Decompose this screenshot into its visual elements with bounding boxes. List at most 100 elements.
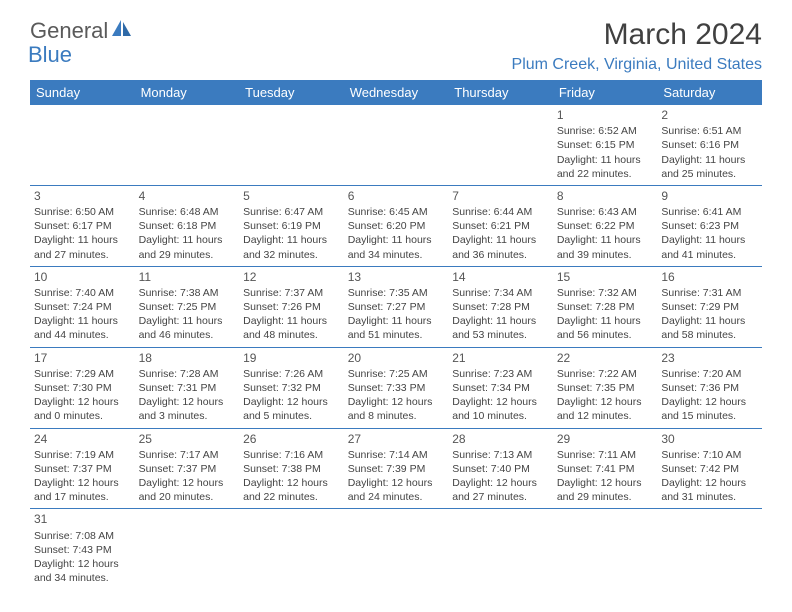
empty-cell [344, 509, 449, 589]
daylight-text: Daylight: 12 hours [34, 395, 131, 409]
day-number: 23 [661, 350, 758, 366]
sunset-text: Sunset: 7:36 PM [661, 381, 758, 395]
week-row: 24Sunrise: 7:19 AMSunset: 7:37 PMDayligh… [30, 428, 762, 509]
header-row: General March 2024 Plum Creek, Virginia,… [30, 18, 762, 74]
daylight-text: and 17 minutes. [34, 490, 131, 504]
day-cell: 1Sunrise: 6:52 AMSunset: 6:15 PMDaylight… [553, 105, 658, 185]
day-number: 29 [557, 431, 654, 447]
sunset-text: Sunset: 7:37 PM [34, 462, 131, 476]
day-number: 9 [661, 188, 758, 204]
sunrise-text: Sunrise: 7:25 AM [348, 367, 445, 381]
daylight-text: Daylight: 12 hours [243, 395, 340, 409]
sunrise-text: Sunrise: 6:52 AM [557, 124, 654, 138]
week-row: 1Sunrise: 6:52 AMSunset: 6:15 PMDaylight… [30, 105, 762, 185]
day-cell: 5Sunrise: 6:47 AMSunset: 6:19 PMDaylight… [239, 185, 344, 266]
month-title: March 2024 [512, 18, 762, 52]
daylight-text: and 56 minutes. [557, 328, 654, 342]
daylight-text: and 48 minutes. [243, 328, 340, 342]
daylight-text: and 39 minutes. [557, 248, 654, 262]
daylight-text: and 29 minutes. [557, 490, 654, 504]
sunrise-text: Sunrise: 7:13 AM [452, 448, 549, 462]
dayname-row: SundayMondayTuesdayWednesdayThursdayFrid… [30, 80, 762, 105]
sunrise-text: Sunrise: 6:45 AM [348, 205, 445, 219]
sunset-text: Sunset: 7:25 PM [139, 300, 236, 314]
daylight-text: Daylight: 11 hours [661, 314, 758, 328]
daylight-text: Daylight: 12 hours [34, 476, 131, 490]
sunset-text: Sunset: 7:39 PM [348, 462, 445, 476]
day-cell: 16Sunrise: 7:31 AMSunset: 7:29 PMDayligh… [657, 266, 762, 347]
daylight-text: and 3 minutes. [139, 409, 236, 423]
daylight-text: Daylight: 12 hours [661, 476, 758, 490]
daylight-text: Daylight: 11 hours [34, 233, 131, 247]
sunset-text: Sunset: 6:15 PM [557, 138, 654, 152]
sunset-text: Sunset: 7:30 PM [34, 381, 131, 395]
daylight-text: Daylight: 12 hours [139, 476, 236, 490]
day-number: 15 [557, 269, 654, 285]
day-number: 6 [348, 188, 445, 204]
daylight-text: and 22 minutes. [557, 167, 654, 181]
calendar-head: SundayMondayTuesdayWednesdayThursdayFrid… [30, 80, 762, 105]
day-number: 13 [348, 269, 445, 285]
calendar-table: SundayMondayTuesdayWednesdayThursdayFrid… [30, 80, 762, 589]
day-number: 19 [243, 350, 340, 366]
sunrise-text: Sunrise: 6:47 AM [243, 205, 340, 219]
daylight-text: and 34 minutes. [348, 248, 445, 262]
daylight-text: and 15 minutes. [661, 409, 758, 423]
day-number: 14 [452, 269, 549, 285]
day-cell: 8Sunrise: 6:43 AMSunset: 6:22 PMDaylight… [553, 185, 658, 266]
day-number: 3 [34, 188, 131, 204]
sunrise-text: Sunrise: 7:40 AM [34, 286, 131, 300]
sunrise-text: Sunrise: 6:50 AM [34, 205, 131, 219]
sunset-text: Sunset: 7:38 PM [243, 462, 340, 476]
daylight-text: and 36 minutes. [452, 248, 549, 262]
sunrise-text: Sunrise: 7:11 AM [557, 448, 654, 462]
sunrise-text: Sunrise: 6:44 AM [452, 205, 549, 219]
day-cell: 23Sunrise: 7:20 AMSunset: 7:36 PMDayligh… [657, 347, 762, 428]
sunset-text: Sunset: 7:31 PM [139, 381, 236, 395]
day-number: 20 [348, 350, 445, 366]
sunrise-text: Sunrise: 7:38 AM [139, 286, 236, 300]
daylight-text: Daylight: 11 hours [243, 314, 340, 328]
page-container: General March 2024 Plum Creek, Virginia,… [0, 0, 792, 589]
sunset-text: Sunset: 7:40 PM [452, 462, 549, 476]
sunrise-text: Sunrise: 7:35 AM [348, 286, 445, 300]
sunset-text: Sunset: 7:32 PM [243, 381, 340, 395]
sunrise-text: Sunrise: 6:43 AM [557, 205, 654, 219]
day-number: 1 [557, 107, 654, 123]
sunrise-text: Sunrise: 6:48 AM [139, 205, 236, 219]
dayname-saturday: Saturday [657, 80, 762, 105]
daylight-text: Daylight: 12 hours [243, 476, 340, 490]
day-cell: 29Sunrise: 7:11 AMSunset: 7:41 PMDayligh… [553, 428, 658, 509]
calendar-body: 1Sunrise: 6:52 AMSunset: 6:15 PM Daylight… [30, 105, 762, 589]
sunrise-text: Sunrise: 7:28 AM [139, 367, 236, 381]
day-number: 16 [661, 269, 758, 285]
sunset-text: Sunset: 7:37 PM [139, 462, 236, 476]
daylight-text: and 22 minutes. [243, 490, 340, 504]
sunrise-text: Sunrise: 7:26 AM [243, 367, 340, 381]
daylight-text: and 12 minutes. [557, 409, 654, 423]
daylight-text: and 10 minutes. [452, 409, 549, 423]
sunrise-text: Sunrise: 7:17 AM [139, 448, 236, 462]
daylight-text: and 25 minutes. [661, 167, 758, 181]
day-cell: 22Sunrise: 7:22 AMSunset: 7:35 PMDayligh… [553, 347, 658, 428]
day-cell: 30Sunrise: 7:10 AMSunset: 7:42 PMDayligh… [657, 428, 762, 509]
daylight-text: and 27 minutes. [452, 490, 549, 504]
day-cell: 27Sunrise: 7:14 AMSunset: 7:39 PMDayligh… [344, 428, 449, 509]
sunrise-text: Sunrise: 7:31 AM [661, 286, 758, 300]
day-cell: 21Sunrise: 7:23 AMSunset: 7:34 PMDayligh… [448, 347, 553, 428]
sunset-text: Sunset: 7:28 PM [557, 300, 654, 314]
daylight-text: and 24 minutes. [348, 490, 445, 504]
day-number: 22 [557, 350, 654, 366]
day-number: 18 [139, 350, 236, 366]
day-number: 12 [243, 269, 340, 285]
daylight-text: and 58 minutes. [661, 328, 758, 342]
sunset-text: Sunset: 7:33 PM [348, 381, 445, 395]
week-row: 31Sunrise: 7:08 AMSunset: 7:43 PMDayligh… [30, 509, 762, 589]
day-cell: 26Sunrise: 7:16 AMSunset: 7:38 PMDayligh… [239, 428, 344, 509]
sunset-text: Sunset: 7:34 PM [452, 381, 549, 395]
empty-cell [239, 509, 344, 589]
day-cell: 4Sunrise: 6:48 AMSunset: 6:18 PMDaylight… [135, 185, 240, 266]
brand-part2-wrap: Blue [30, 42, 72, 68]
day-number: 11 [139, 269, 236, 285]
day-number: 27 [348, 431, 445, 447]
